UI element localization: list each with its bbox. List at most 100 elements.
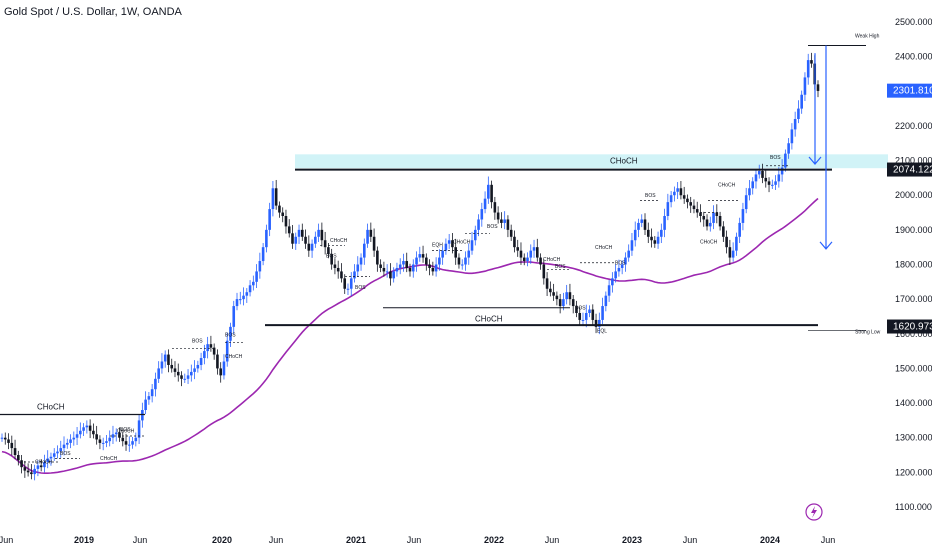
candle-body (353, 271, 356, 279)
candle-body (467, 250, 471, 258)
candle-body (310, 243, 314, 251)
candle-body (36, 465, 40, 469)
candle-body (327, 247, 330, 255)
price-tick-label: 1600.000 (895, 329, 932, 339)
candle-body (477, 219, 480, 230)
candle-body (379, 264, 382, 268)
candle-body (291, 233, 294, 244)
candle-body (274, 188, 278, 206)
bottom-choch-label: CHoCH (475, 314, 503, 323)
choch-label: CHoCH (700, 240, 718, 246)
candle-body (52, 453, 56, 457)
choch-label: CHoCH (100, 456, 118, 462)
candle-body (575, 306, 578, 313)
candle-body (219, 368, 222, 376)
candle-body (728, 247, 732, 258)
candle-body (532, 247, 536, 251)
price-tick-label: 1700.000 (895, 294, 932, 304)
candle-body (539, 257, 542, 265)
candles-layer (0, 52, 820, 481)
candle-body (65, 442, 69, 445)
candle-body (503, 219, 506, 223)
candle-body (715, 212, 719, 216)
candle-body (702, 216, 706, 220)
candle-body (545, 278, 549, 289)
candle-body (79, 430, 82, 435)
candle-body (522, 257, 526, 262)
candle-body (624, 257, 627, 265)
candle-body (535, 247, 539, 258)
candle-body (552, 292, 555, 296)
candle-body (614, 271, 617, 279)
candle-body (408, 267, 412, 272)
candle-body (69, 439, 72, 443)
lower-level-badge-text: 1620.973 (893, 322, 932, 333)
candle-body (490, 184, 493, 203)
candle-body (562, 299, 565, 307)
candle-body (695, 209, 699, 213)
candle-body (496, 212, 500, 220)
candle-body (405, 261, 409, 268)
candle-body (473, 229, 477, 241)
candle-body (673, 191, 676, 196)
bos-label: BOS (575, 306, 586, 312)
time-tick-label: Jun (133, 535, 148, 545)
choch-label: CHoCH (117, 429, 135, 435)
candle-body (438, 257, 441, 265)
eqh-label: EQH (432, 243, 443, 249)
candle-body (415, 257, 418, 265)
candle-body (418, 254, 422, 258)
candle-body (718, 216, 722, 227)
price-tick-label: 1900.000 (895, 225, 932, 235)
candle-body (369, 229, 373, 237)
candle-body (252, 281, 255, 286)
annotation-labels-layer: CHoCH CHoCH CHoCH Weak High Strong Low EQL EQH… (35, 34, 881, 466)
candle-body (800, 94, 803, 109)
candle-body (428, 264, 431, 268)
candle-body (300, 229, 304, 237)
candle-body (98, 439, 102, 443)
time-tick-label: Jun (407, 535, 422, 545)
candle-body (480, 209, 484, 220)
candle-body (72, 437, 76, 440)
candle-body (307, 243, 311, 251)
candle-body (725, 236, 728, 248)
candle-body (284, 216, 288, 227)
candle-body (209, 344, 213, 348)
candle-body (108, 437, 112, 442)
bos-label: BOS (615, 261, 626, 267)
candle-body (30, 472, 33, 475)
candle-body (558, 299, 562, 307)
candle-body (33, 468, 36, 475)
candle-body (402, 261, 405, 265)
candle-body (333, 264, 337, 268)
choch-label: CHoCH (595, 245, 613, 251)
candle-body (163, 354, 167, 362)
eql-label: EQL (597, 329, 607, 335)
choch-label: CHoCH (225, 354, 243, 360)
candle-body (487, 184, 490, 199)
candle-body (160, 361, 164, 369)
candle-body (343, 278, 347, 289)
candle-body (712, 212, 715, 223)
time-tick-label: 2019 (74, 535, 94, 545)
candle-body (271, 188, 275, 210)
candle-body (317, 229, 320, 237)
current-price-badge-text: 2301.810 (893, 86, 932, 97)
candle-body (692, 205, 696, 210)
candle-body (451, 240, 454, 248)
candle-body (500, 219, 503, 223)
candle-body (363, 243, 366, 258)
candle-body (101, 442, 105, 444)
strong-low-label: Strong Low (855, 329, 881, 335)
candle-body (385, 271, 389, 273)
candle-body (147, 396, 151, 400)
candle-body (39, 465, 43, 468)
candle-body (460, 264, 464, 266)
candle-body (425, 257, 428, 265)
candle-body (127, 444, 131, 446)
candle-body (46, 458, 49, 462)
time-tick-label: Jun (821, 535, 836, 545)
candle-body (118, 432, 121, 438)
